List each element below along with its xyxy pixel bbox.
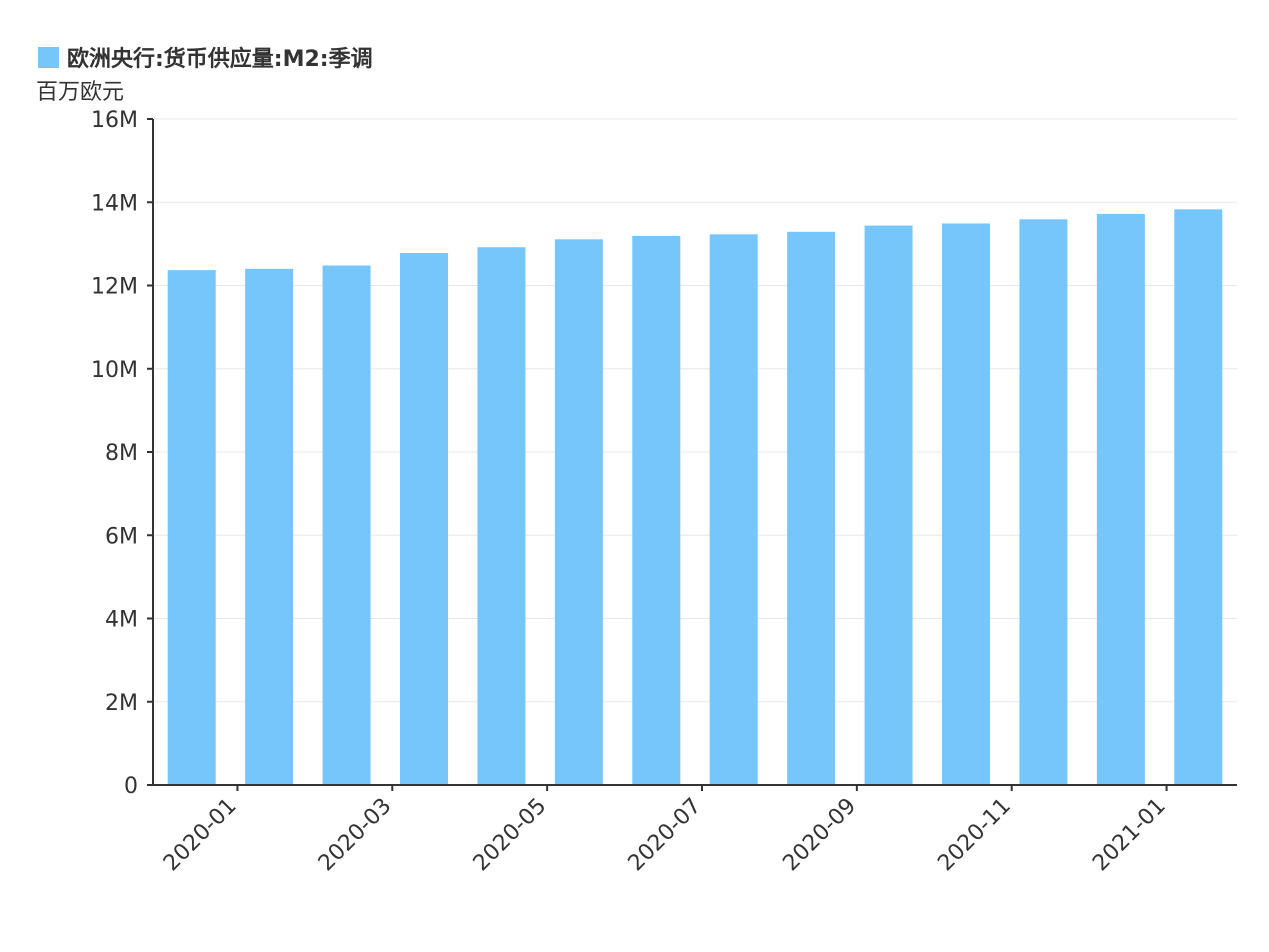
- y-tick-label: 8M: [105, 441, 138, 466]
- bar: [322, 265, 371, 785]
- x-tick-label: 2020-07: [624, 794, 707, 877]
- y-tick-label: 12M: [91, 275, 138, 300]
- bar: [787, 231, 836, 785]
- y-tick-label: 0: [124, 774, 138, 799]
- bar: [864, 225, 913, 785]
- bar: [554, 239, 603, 785]
- x-tick-label: 2020-05: [469, 794, 552, 877]
- bar: [1019, 219, 1068, 785]
- bar: [1096, 213, 1145, 785]
- y-tick-label: 10M: [91, 358, 138, 383]
- bar: [632, 235, 681, 785]
- y-tick-label: 2M: [105, 691, 138, 716]
- legend-label: 欧洲央行:货币供应量:M2:季调: [67, 47, 373, 72]
- bar: [245, 268, 294, 786]
- legend: 欧洲央行:货币供应量:M2:季调: [38, 41, 373, 73]
- y-tick-label: 6M: [105, 524, 138, 549]
- x-tick-label: 2020-09: [778, 794, 861, 877]
- bar: [1174, 209, 1223, 786]
- bar: [709, 234, 758, 785]
- x-tick-label: 2021-01: [1088, 794, 1171, 877]
- bar: [477, 247, 526, 785]
- x-tick-label: 2020-11: [933, 794, 1016, 877]
- x-tick-label: 2020-01: [159, 794, 242, 877]
- x-tick-label: 2020-03: [314, 794, 397, 877]
- legend-swatch: [38, 46, 59, 68]
- bar: [400, 253, 448, 786]
- y-tick-label: 4M: [105, 608, 138, 633]
- bar: [167, 270, 216, 785]
- y-tick-label: 16M: [91, 108, 138, 133]
- unit-label: 百万欧元: [36, 80, 125, 105]
- bar: [942, 223, 990, 785]
- y-tick-label: 14M: [91, 191, 138, 216]
